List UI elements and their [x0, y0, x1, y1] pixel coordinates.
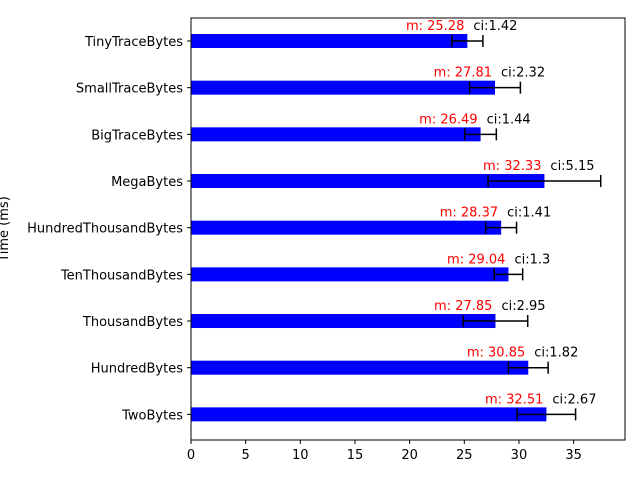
y-tick-label: BigTraceBytes: [91, 128, 183, 143]
mean-label: m: 26.49: [419, 112, 477, 127]
y-tick-label: TinyTraceBytes: [84, 35, 183, 50]
bar: [191, 80, 496, 95]
y-tick-label: SmallTraceBytes: [76, 82, 183, 97]
y-axis-label: Time (ms): [0, 196, 12, 263]
ci-label: ci:2.67: [552, 392, 596, 407]
bar: [191, 174, 545, 189]
ci-label: ci:1.3: [514, 252, 550, 267]
plot-frame: [190, 17, 626, 441]
y-tick-label: TwoBytes: [121, 408, 183, 423]
y-axis-ticks: TinyTraceBytes SmallTraceBytes BigTraceByt…: [27, 35, 191, 423]
ci-label: ci:1.41: [507, 206, 551, 221]
x-tick-label: 30: [511, 448, 528, 463]
mean-label: m: 27.81: [434, 66, 492, 81]
bar: [191, 407, 547, 422]
x-tick-label: 5: [242, 448, 250, 463]
bars-group: [191, 34, 547, 422]
bar: [191, 220, 502, 235]
ci-label: ci:1.82: [534, 346, 578, 361]
ci-label: ci:1.44: [487, 112, 531, 127]
bar: [191, 127, 481, 142]
mean-label: m: 29.04: [447, 252, 505, 267]
ci-label: ci:2.32: [501, 66, 545, 81]
y-tick-label: TenThousandBytes: [60, 268, 183, 283]
x-tick-label: 15: [347, 448, 364, 463]
bar: [191, 34, 468, 48]
bar: [191, 360, 529, 375]
mean-label: m: 28.37: [440, 206, 498, 221]
mean-label: m: 30.85: [467, 346, 525, 361]
x-tick-label: 25: [456, 448, 473, 463]
y-tick-label: HundredThousandBytes: [27, 222, 183, 237]
ci-label: ci:2.95: [501, 299, 545, 314]
mean-label: m: 32.33: [483, 159, 541, 174]
x-tick-label: 0: [187, 448, 195, 463]
mean-label: m: 32.51: [485, 392, 543, 407]
bar: [191, 314, 496, 329]
mean-label: m: 27.85: [434, 299, 492, 314]
y-tick-label: HundredBytes: [91, 362, 184, 377]
x-axis-ticks: 0 5 10 15 20 25 30 35: [187, 440, 582, 463]
x-tick-label: 20: [401, 448, 418, 463]
ci-label: ci:5.15: [550, 159, 594, 174]
y-tick-label: MegaBytes: [111, 175, 183, 190]
annotations-group: m: 25.28 ci:1.42 m: 27.81 ci:2.32 m: 26.49 ci…: [406, 19, 597, 407]
ci-label: ci:1.42: [473, 19, 517, 34]
x-tick-label: 35: [565, 448, 582, 463]
bar: [191, 267, 509, 282]
x-tick-label: 10: [292, 448, 309, 463]
error-bars-group: [451, 35, 602, 421]
y-tick-label: ThousandBytes: [82, 315, 183, 330]
mean-label: m: 25.28: [406, 19, 464, 34]
